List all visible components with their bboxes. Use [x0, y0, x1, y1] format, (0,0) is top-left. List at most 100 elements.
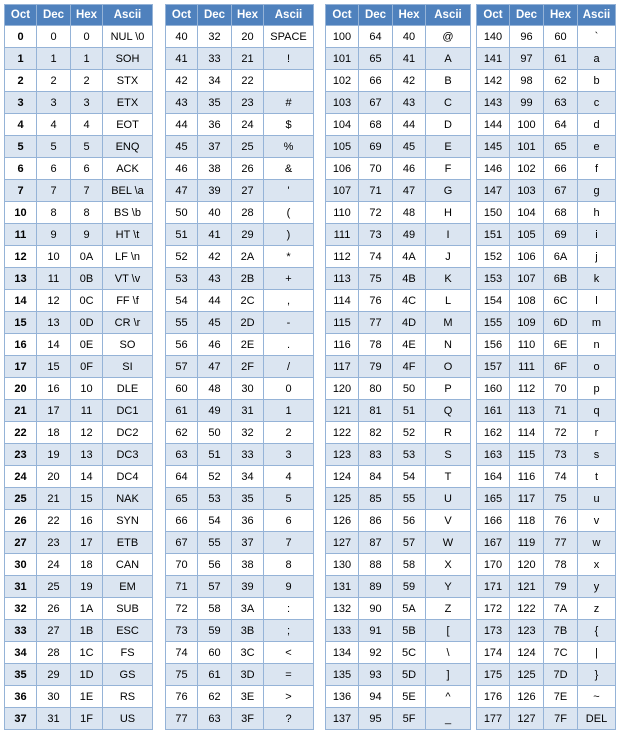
dec-cell: 96: [509, 25, 544, 48]
ascii-table-4: Oct Dec Hex Ascii 140 96 60 ` 141 97 61 a 142 98 62 b 1…: [476, 4, 616, 730]
oct-column-header: Oct: [165, 4, 198, 26]
table-row: 66 54 36 6: [165, 509, 314, 532]
oct-cell: 17: [4, 355, 37, 378]
hex-cell: 2: [70, 69, 103, 92]
dec-cell: 120: [509, 553, 544, 576]
dec-cell: 69: [358, 135, 393, 158]
dec-cell: 82: [358, 421, 393, 444]
hex-column-header: Hex: [70, 4, 103, 26]
hex-cell: 78: [543, 553, 578, 576]
ascii-cell: J: [425, 245, 471, 268]
dec-cell: 8: [36, 201, 71, 224]
ascii-cell: R: [425, 421, 471, 444]
oct-cell: 66: [165, 509, 198, 532]
table-row: 27 23 17 ETB: [4, 531, 153, 554]
oct-cell: 56: [165, 333, 198, 356]
table-row: 5 5 5 ENQ: [4, 135, 153, 158]
table-header-row: Oct Dec Hex Ascii: [476, 4, 616, 26]
hex-cell: 2B: [231, 267, 264, 290]
hex-cell: 40: [392, 25, 426, 48]
oct-cell: 70: [165, 553, 198, 576]
hex-cell: 3: [70, 91, 103, 114]
table-row: 3 3 3 ETX: [4, 91, 153, 114]
oct-cell: 157: [476, 355, 510, 378]
table-row: 107 71 47 G: [325, 179, 471, 202]
ascii-cell: DC2: [102, 421, 153, 444]
oct-cell: 72: [165, 597, 198, 620]
oct-cell: 120: [325, 377, 359, 400]
hex-cell: 27: [231, 179, 264, 202]
dec-cell: 81: [358, 399, 393, 422]
ascii-column-header: Ascii: [263, 4, 314, 26]
dec-cell: 85: [358, 487, 393, 510]
oct-cell: 133: [325, 619, 359, 642]
oct-cell: 2: [4, 69, 37, 92]
table-row: 103 67 43 C: [325, 91, 471, 114]
oct-cell: 121: [325, 399, 359, 422]
oct-cell: 116: [325, 333, 359, 356]
hex-cell: 2F: [231, 355, 264, 378]
table-row: 10 8 8 BS \b: [4, 201, 153, 224]
oct-cell: 25: [4, 487, 37, 510]
table-row: 25 21 15 NAK: [4, 487, 153, 510]
hex-cell: 39: [231, 575, 264, 598]
dec-cell: 95: [358, 707, 393, 730]
dec-cell: 111: [509, 355, 544, 378]
table-row: 147 103 67 g: [476, 179, 616, 202]
oct-cell: 150: [476, 201, 510, 224]
ascii-cell: b: [577, 69, 616, 92]
table-row: 13 11 0B VT \v: [4, 267, 153, 290]
dec-cell: 115: [509, 443, 544, 466]
table-row: 26 22 16 SYN: [4, 509, 153, 532]
dec-cell: 88: [358, 553, 393, 576]
dec-cell: 83: [358, 443, 393, 466]
ascii-cell: K: [425, 267, 471, 290]
hex-cell: 10: [70, 377, 103, 400]
ascii-cell: n: [577, 333, 616, 356]
ascii-cell: <: [263, 641, 314, 664]
hex-cell: 18: [70, 553, 103, 576]
oct-cell: 106: [325, 157, 359, 180]
dec-cell: 70: [358, 157, 393, 180]
dec-cell: 107: [509, 267, 544, 290]
table-row: 156 110 6E n: [476, 333, 616, 356]
hex-cell: 12: [70, 421, 103, 444]
hex-cell: 7B: [543, 619, 578, 642]
hex-cell: 44: [392, 113, 426, 136]
table-row: 16 14 0E SO: [4, 333, 153, 356]
hex-cell: 20: [231, 25, 264, 48]
table-row: 70 56 38 8: [165, 553, 314, 576]
dec-cell: 24: [36, 553, 71, 576]
ascii-cell: FS: [102, 641, 153, 664]
table-row: 50 40 28(: [165, 201, 314, 224]
hex-cell: 5A: [392, 597, 426, 620]
hex-cell: 5: [70, 135, 103, 158]
table-row: 162 114 72 r: [476, 421, 616, 444]
dec-cell: 35: [197, 91, 232, 114]
table-row: 157 111 6F o: [476, 355, 616, 378]
table-row: 63 51 33 3: [165, 443, 314, 466]
hex-cell: 7F: [543, 707, 578, 730]
table-row: 31 25 19 EM: [4, 575, 153, 598]
oct-cell: 137: [325, 707, 359, 730]
oct-cell: 124: [325, 465, 359, 488]
oct-cell: 100: [325, 25, 359, 48]
oct-cell: 27: [4, 531, 37, 554]
hex-cell: 5F: [392, 707, 426, 730]
hex-cell: 16: [70, 509, 103, 532]
oct-cell: 13: [4, 267, 37, 290]
oct-cell: 57: [165, 355, 198, 378]
ascii-cell: e: [577, 135, 616, 158]
table-row: 161 113 71 q: [476, 399, 616, 422]
hex-cell: 14: [70, 465, 103, 488]
oct-cell: 65: [165, 487, 198, 510]
dec-cell: 40: [197, 201, 232, 224]
hex-cell: 67: [543, 179, 578, 202]
table-row: 154 108 6C l: [476, 289, 616, 312]
hex-cell: 4: [70, 113, 103, 136]
ascii-cell: d: [577, 113, 616, 136]
dec-cell: 31: [36, 707, 71, 730]
dec-cell: 92: [358, 641, 393, 664]
oct-cell: 51: [165, 223, 198, 246]
hex-cell: 6B: [543, 267, 578, 290]
